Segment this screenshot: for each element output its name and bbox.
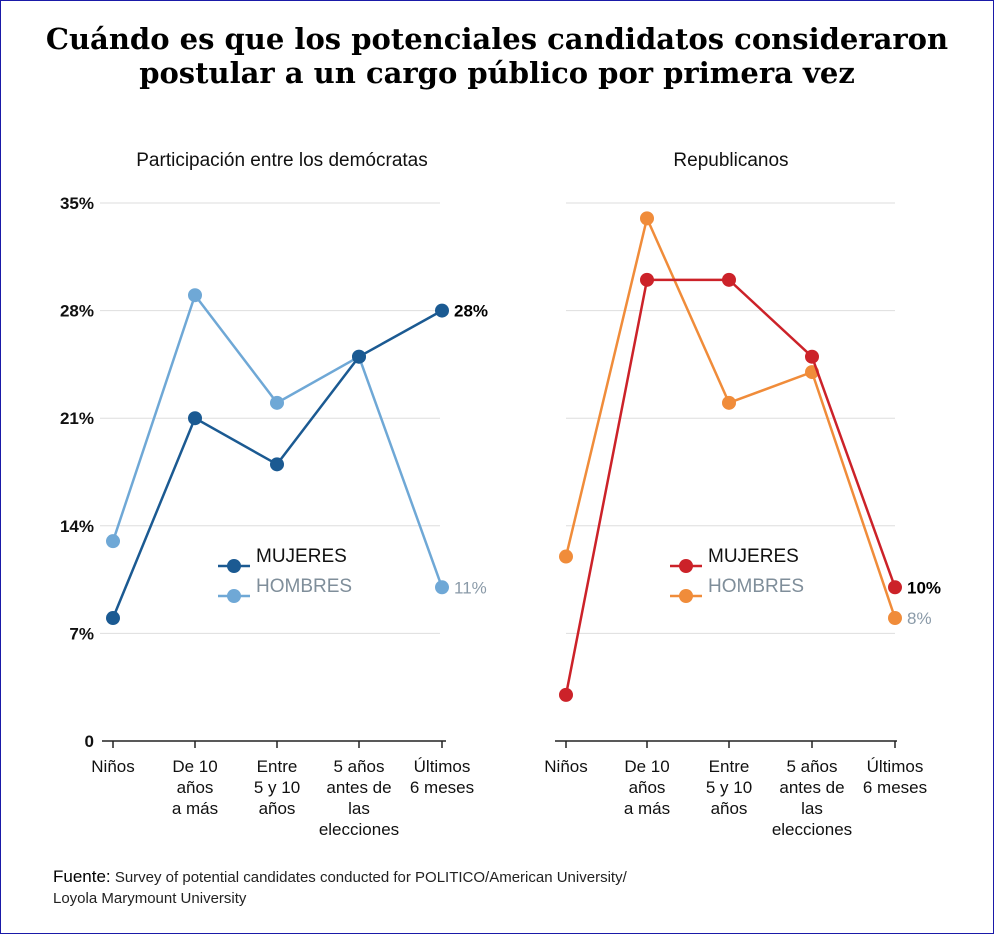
data-point [640, 272, 654, 287]
legend-marker [227, 589, 241, 603]
source-note: Fuente: Survey of potential candidates c… [53, 866, 627, 909]
source-line-1: Survey of potential candidates conducted… [114, 869, 627, 886]
chart-panel-2: Republicanos Niños De 10 años a más Entre 5 y … [544, 150, 941, 839]
chart-title: Cuándo es que los potenciales candidatos… [0, 22, 994, 90]
series-line-mujeres [564, 278, 897, 696]
panel-title: Republicanos [673, 150, 788, 171]
end-value-label: 10% [907, 578, 941, 597]
y-tick-label: 7% [69, 624, 94, 643]
category-label: Últimos 6 meses [863, 757, 927, 797]
data-point [888, 611, 902, 626]
category-label: De 10 años a más [624, 757, 670, 818]
data-point [435, 580, 449, 595]
y-tick-label: 21% [60, 409, 94, 428]
data-point [435, 303, 449, 318]
data-point [188, 288, 202, 303]
legend-label: HOMBRES [708, 576, 804, 597]
data-point [106, 611, 120, 626]
category-label: Niños [544, 757, 587, 776]
legend-label: HOMBRES [256, 576, 352, 597]
data-point [722, 395, 736, 410]
legend-marker [227, 559, 241, 573]
source-line-2: Loyola Marymount University [53, 890, 247, 907]
data-point [106, 534, 120, 549]
category-label: Últimos 6 meses [410, 757, 474, 797]
data-point [188, 411, 202, 426]
data-point [352, 349, 366, 364]
title-line-2: postular a un cargo público por primera … [139, 56, 855, 90]
data-point [888, 580, 902, 595]
data-point [559, 687, 573, 702]
data-point [270, 457, 284, 472]
data-point [640, 211, 654, 226]
legend-marker [679, 589, 693, 603]
data-point [270, 395, 284, 410]
category-label: De 10 años a más [172, 757, 218, 818]
panel-title: Participación entre los demócratas [136, 150, 427, 171]
chart-panel-1: Participación entre los demócratas 0 7% 14%… [60, 150, 488, 839]
category-label: 5 años antes de las elecciones [772, 757, 852, 839]
y-tick-label: 14% [60, 517, 94, 536]
legend-marker [679, 559, 693, 573]
end-value-label: 11% [454, 578, 487, 597]
source-label: Fuente: [53, 867, 111, 886]
y-tick-label: 35% [60, 194, 94, 213]
data-point [805, 349, 819, 364]
title-line-1: Cuándo es que los potenciales candidatos… [45, 22, 949, 56]
data-point [559, 549, 573, 564]
legend-label: MUJERES [256, 546, 347, 567]
legend-label: MUJERES [708, 546, 799, 567]
y-tick-label: 0 [85, 732, 94, 751]
y-tick-label: 28% [60, 302, 94, 321]
category-label: 5 años antes de las elecciones [319, 757, 399, 839]
category-label: Niños [91, 757, 134, 776]
category-label: Entre 5 y 10 años [254, 757, 300, 818]
end-value-label: 8% [907, 609, 932, 628]
data-point [722, 272, 736, 287]
category-label: Entre 5 y 10 años [706, 757, 752, 818]
end-value-label: 28% [454, 302, 488, 321]
